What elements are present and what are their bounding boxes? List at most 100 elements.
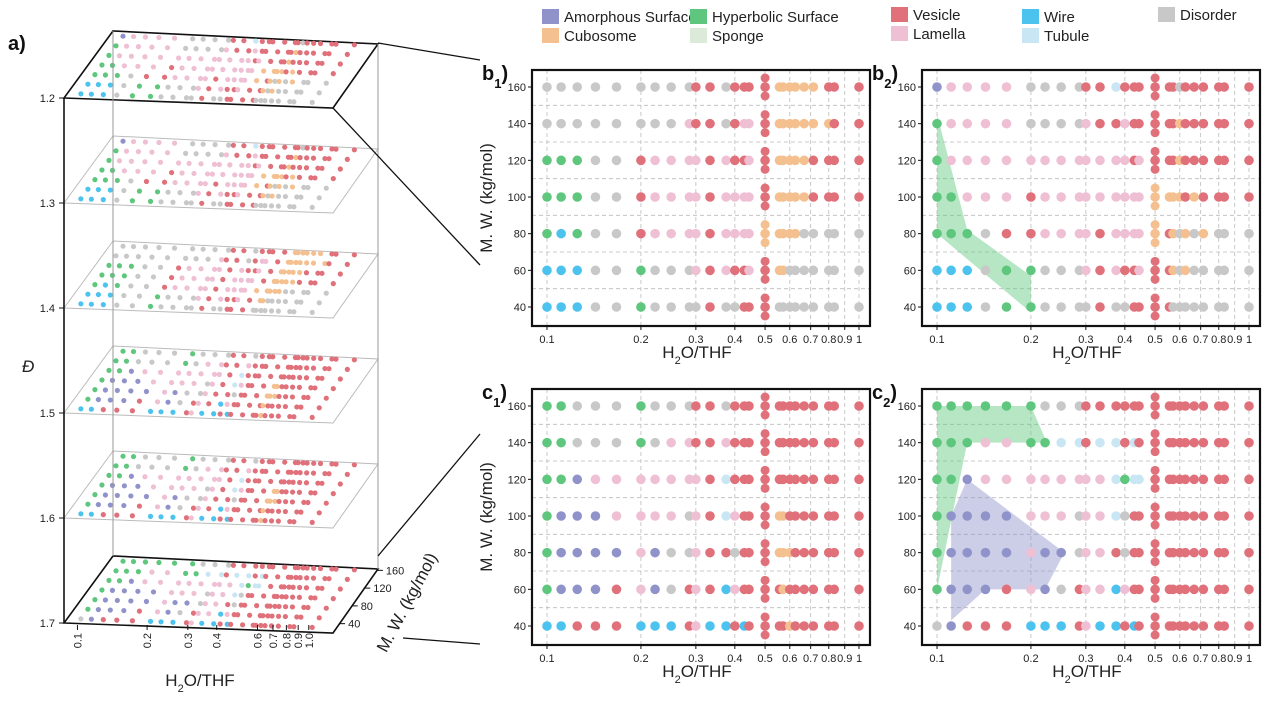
data-point-D (225, 562, 232, 568)
data-point-V (220, 486, 226, 493)
data-point-V (249, 592, 255, 599)
data-point-V (829, 155, 840, 166)
data-point-V (1189, 511, 1199, 521)
data-point-A (946, 547, 956, 558)
data-point-H (92, 177, 98, 183)
data-point-V (1189, 474, 1199, 485)
data-point-W (147, 408, 154, 414)
data-point-V (262, 413, 268, 419)
data-point-V (808, 547, 819, 558)
data-point-V (854, 118, 864, 129)
data-point-L (1026, 584, 1036, 595)
data-point-A (165, 399, 171, 405)
data-point-L (980, 82, 991, 92)
x-tick-label: 0.1 (929, 653, 944, 665)
data-point-D (691, 302, 701, 312)
data-point-V (275, 403, 282, 409)
data-point-A (932, 82, 942, 92)
data-point-V (297, 470, 303, 476)
data-point-H (116, 263, 123, 269)
data-point-V (1150, 437, 1160, 448)
data-point-L (242, 77, 248, 83)
data-point-W (95, 186, 101, 193)
data-point-V (239, 307, 246, 313)
data-point-W (107, 187, 113, 193)
data-point-L (176, 580, 182, 586)
data-point-V (295, 355, 301, 361)
data-point-A (590, 511, 601, 521)
data-point-V (1150, 73, 1160, 83)
data-point-L (116, 53, 123, 59)
data-point-H (106, 577, 112, 583)
data-point-L (179, 170, 185, 176)
data-point-D (171, 350, 178, 356)
data-point-W (542, 302, 552, 312)
data-point-D (932, 621, 942, 631)
data-point-V (760, 293, 770, 303)
data-point-D (590, 437, 601, 448)
data-point-V (760, 73, 770, 83)
data-point-A (128, 473, 134, 479)
data-point-V (1150, 410, 1160, 420)
data-point-H (171, 560, 178, 566)
data-point-W (705, 621, 715, 631)
data-point-V (311, 460, 317, 466)
x-tick-label: 0.6 (1172, 334, 1187, 346)
data-point-D (200, 561, 206, 567)
data-point-L (227, 57, 233, 63)
data-point-V (854, 584, 864, 595)
data-point-L (179, 485, 185, 491)
data-point-D (778, 302, 788, 312)
data-point-D (542, 118, 552, 129)
data-point-D (262, 308, 268, 314)
data-point-V (808, 401, 819, 411)
data-point-V (304, 50, 310, 56)
data-point-L (650, 192, 660, 202)
data-point-A (109, 587, 116, 593)
data-point-H (932, 192, 942, 202)
data-point-V (256, 478, 262, 484)
data-point-A (172, 494, 178, 501)
data-point-V (304, 565, 310, 571)
data-point-L (1111, 155, 1121, 166)
data-point-L (216, 161, 222, 168)
data-point-V (1244, 621, 1254, 631)
data-point-D (197, 600, 204, 607)
data-point-D (183, 200, 190, 206)
data-point-V (312, 175, 318, 181)
data-point-L (202, 76, 208, 82)
data-point-D (808, 265, 819, 276)
d-tick-label: 1.5 (40, 408, 55, 420)
data-point-A (95, 396, 101, 403)
data-point-A (107, 607, 113, 613)
data-point-D (556, 82, 566, 92)
data-point-V (282, 403, 288, 410)
data-point-W (932, 302, 942, 312)
data-point-V (760, 575, 770, 585)
panel-label: b2) (872, 63, 898, 91)
data-point-A (572, 547, 583, 558)
data-point-V (296, 174, 303, 180)
data-point-V (168, 274, 175, 281)
data-point-D (590, 302, 601, 312)
data-point-D (188, 200, 194, 206)
data-point-C (295, 250, 301, 256)
data-point-D (590, 155, 601, 166)
data-point-D (217, 96, 223, 102)
data-point-V (296, 489, 303, 495)
data-point-L (1001, 118, 1012, 129)
data-point-L (227, 582, 233, 588)
data-point-V (760, 520, 770, 530)
data-point-H (572, 192, 583, 202)
data-point-V (247, 87, 253, 93)
data-point-V (980, 621, 991, 631)
data-point-H (123, 358, 130, 364)
data-point-V (326, 366, 332, 372)
data-point-D (282, 289, 289, 295)
data-point-L (211, 371, 218, 377)
d-axis-label: Đ (22, 357, 34, 376)
data-point-V (337, 271, 343, 277)
data-point-L (213, 601, 219, 607)
data-point-V (297, 50, 303, 56)
